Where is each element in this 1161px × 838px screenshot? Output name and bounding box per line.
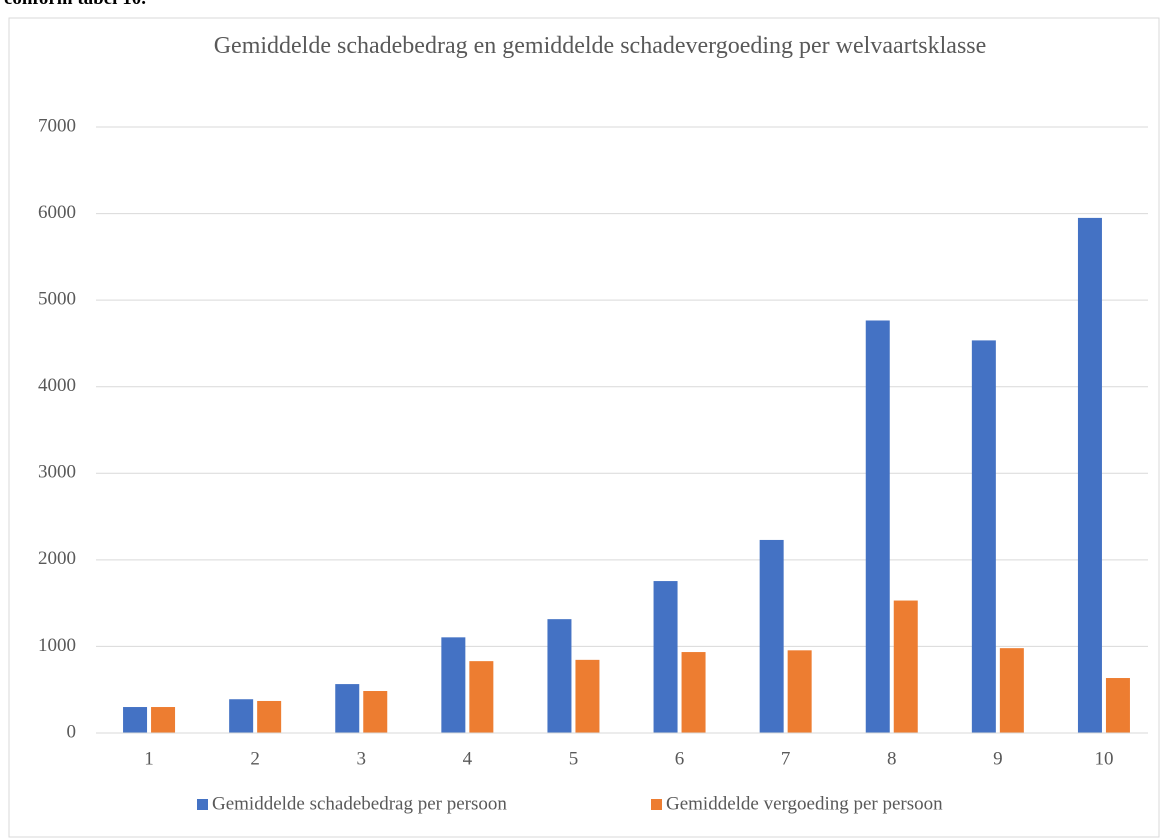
y-tick-label: 0: [67, 721, 77, 742]
bar: [893, 600, 918, 733]
bar: [363, 691, 388, 733]
x-tick-label: 10: [1094, 748, 1113, 769]
bar: [999, 648, 1024, 733]
bar: [441, 637, 466, 733]
legend-swatch: [197, 799, 208, 810]
bar: [681, 652, 706, 733]
legend-label: Gemiddelde vergoeding per persoon: [666, 793, 943, 814]
x-tick-label: 7: [781, 748, 791, 769]
bar: [469, 661, 494, 733]
y-tick-label: 5000: [38, 289, 76, 310]
legend-swatch: [651, 799, 662, 810]
bar: [151, 707, 176, 733]
y-tick-label: 2000: [38, 548, 76, 569]
chart-title: Gemiddelde schadebedrag en gemiddelde sc…: [213, 33, 987, 59]
x-tick-label: 4: [463, 748, 473, 769]
bar: [759, 539, 784, 733]
x-tick-label: 2: [250, 748, 260, 769]
bar: [971, 340, 996, 733]
y-tick-label: 3000: [38, 462, 76, 483]
bar: [335, 684, 360, 733]
y-tick-label: 7000: [38, 115, 76, 136]
bar: [257, 700, 282, 733]
bar: [1077, 217, 1102, 733]
x-tick-label: 6: [675, 748, 685, 769]
x-tick-label: 5: [569, 748, 579, 769]
bar: [575, 659, 600, 733]
y-tick-label: 6000: [38, 202, 76, 223]
caption: conform tabel 10.: [4, 0, 146, 10]
y-tick-label: 1000: [38, 635, 76, 656]
x-tick-label: 9: [993, 748, 1003, 769]
legend-label: Gemiddelde schadebedrag per persoon: [212, 793, 507, 814]
x-tick-label: 8: [887, 748, 897, 769]
bar: [865, 320, 890, 733]
bar: [123, 707, 148, 733]
bar: [653, 581, 678, 733]
bar: [229, 699, 254, 733]
bar: [1105, 678, 1130, 733]
x-tick-label: 3: [357, 748, 367, 769]
bar: [787, 650, 812, 733]
x-tick-label: 1: [144, 748, 154, 769]
bar: [547, 619, 572, 733]
y-tick-label: 4000: [38, 375, 76, 396]
